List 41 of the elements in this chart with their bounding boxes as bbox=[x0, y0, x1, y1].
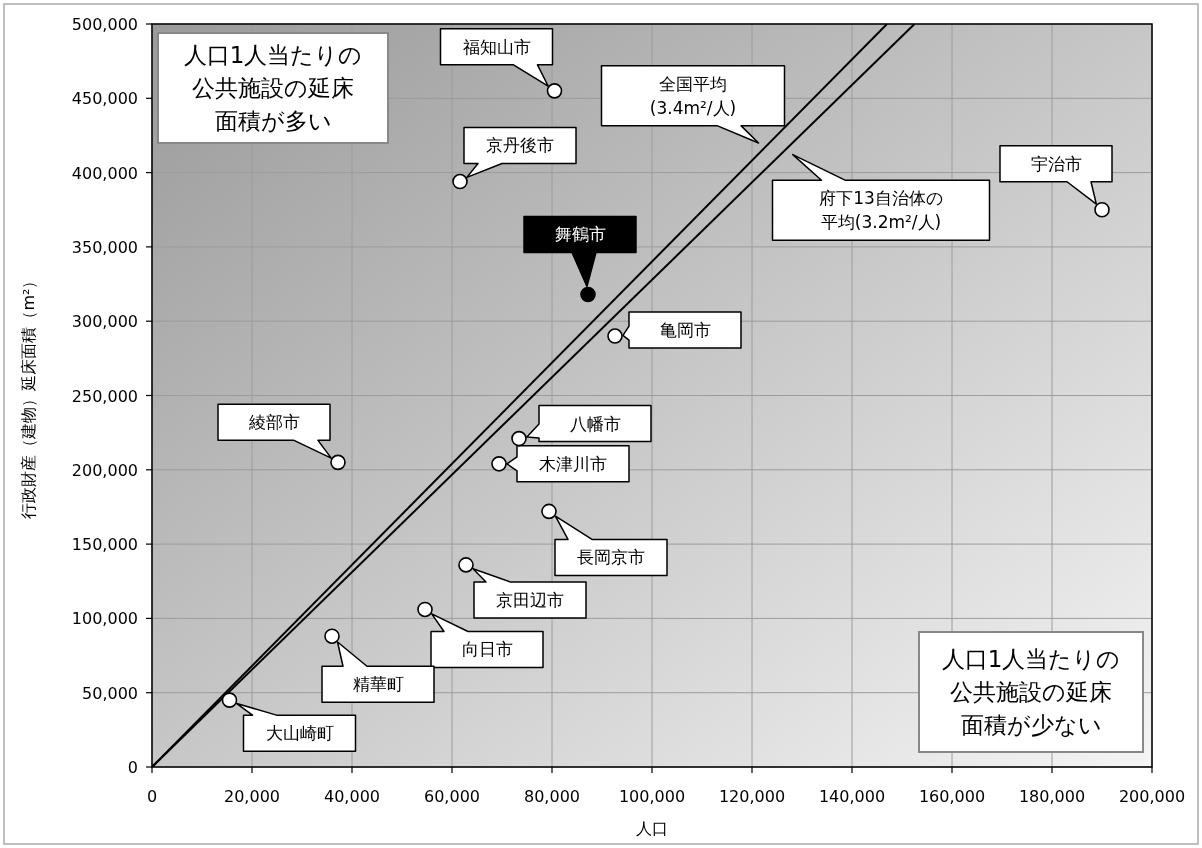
y-tick-label: 300,000 bbox=[71, 312, 138, 332]
annotation: 宇治市 bbox=[1030, 153, 1082, 174]
annotation: 京丹後市 bbox=[486, 135, 554, 156]
x-tick-label: 160,000 bbox=[918, 787, 986, 806]
annotation: 綾部市 bbox=[247, 412, 300, 433]
y-tick-label: 50,000 bbox=[82, 683, 138, 703]
annotation: 全国平均(3.4m²/人) bbox=[649, 73, 737, 118]
annotation: 大山崎町 bbox=[265, 723, 334, 744]
x-tick-label: 140,000 bbox=[818, 787, 886, 806]
x-tick-label: 80,000 bbox=[524, 787, 580, 806]
x-tick-label: 60,000 bbox=[424, 787, 480, 806]
x-tick-label: 20,000 bbox=[224, 787, 280, 806]
annotation: 人口1人当たりの公共施設の延床面積が少ない bbox=[941, 646, 1121, 739]
annotation: 木津川市 bbox=[539, 453, 607, 474]
annotation: 京田辺市 bbox=[496, 589, 564, 610]
x-tick-label: 0 bbox=[146, 787, 158, 806]
x-tick-label: 120,000 bbox=[718, 787, 786, 806]
y-tick-label: 150,000 bbox=[71, 535, 138, 555]
annotation: 舞鶴市 bbox=[554, 224, 606, 245]
y-tick-label: 500,000 bbox=[71, 15, 138, 34]
x-tick-label: 200,000 bbox=[1118, 787, 1186, 806]
annotation: 福知山市 bbox=[462, 36, 531, 57]
y-tick-label: 250,000 bbox=[71, 386, 138, 406]
annotation: 向日市 bbox=[461, 639, 513, 660]
annotation: 八幡市 bbox=[569, 413, 621, 434]
y-axis-title: 行政財産（建物）延床面積（m²） bbox=[19, 272, 38, 519]
y-tick-label: 100,000 bbox=[71, 609, 138, 629]
annotation: 精華町 bbox=[352, 674, 404, 695]
annotation: 府下13自治体の平均(3.2m²/人) bbox=[819, 188, 943, 233]
y-tick-label: 0 bbox=[127, 758, 138, 777]
y-tick-label: 350,000 bbox=[71, 237, 138, 257]
x-tick-label: 40,000 bbox=[324, 787, 380, 806]
y-tick-label: 400,000 bbox=[71, 163, 138, 183]
x-axis-title: 人口 bbox=[636, 819, 668, 838]
annotation: 亀岡市 bbox=[659, 320, 711, 341]
x-tick-label: 180,000 bbox=[1018, 787, 1086, 806]
annotation: 長岡京市 bbox=[577, 547, 645, 568]
annotation: 人口1人当たりの公共施設の延床面積が多い bbox=[183, 42, 363, 135]
y-tick-label: 200,000 bbox=[71, 460, 138, 480]
x-tick-label: 100,000 bbox=[618, 787, 686, 806]
y-tick-label: 450,000 bbox=[71, 89, 138, 109]
